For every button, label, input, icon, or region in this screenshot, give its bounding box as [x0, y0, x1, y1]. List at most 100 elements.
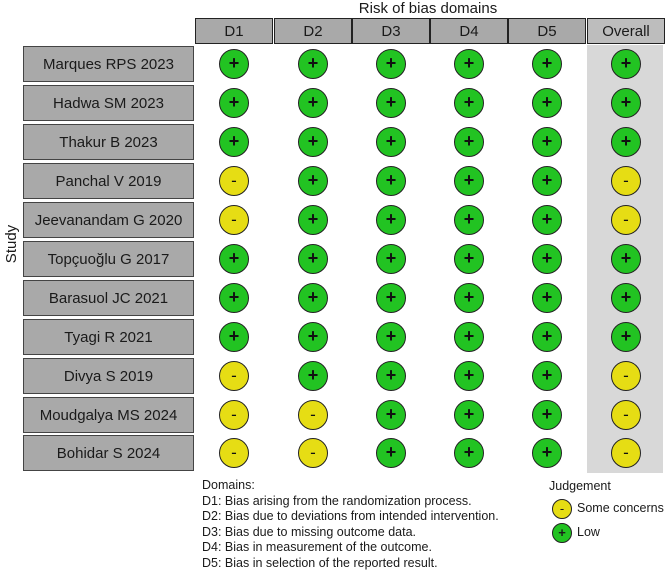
low-risk-marker: +	[454, 166, 484, 196]
low-risk-marker: +	[219, 283, 249, 313]
low-risk-marker: +	[532, 438, 562, 468]
study-label: Topçuoğlu G 2017	[23, 241, 194, 277]
column-gridline	[508, 45, 509, 473]
row-gridline	[195, 278, 586, 279]
some-concerns-marker: -	[611, 438, 641, 468]
some-concerns-marker: -	[611, 400, 641, 430]
low-risk-marker: +	[532, 244, 562, 274]
column-header-d5: D5	[508, 18, 586, 44]
low-risk-marker: +	[454, 400, 484, 430]
y-axis-label: Study	[3, 214, 21, 274]
some-concerns-marker: -	[219, 205, 249, 235]
low-risk-marker: +	[532, 322, 562, 352]
some-concerns-marker: -	[219, 166, 249, 196]
low-risk-marker: +	[376, 49, 406, 79]
column-header-overall: Overall	[587, 18, 665, 44]
column-gridline	[430, 45, 431, 473]
row-gridline	[195, 123, 586, 124]
low-risk-marker: +	[298, 361, 328, 391]
low-risk-marker: +	[611, 49, 641, 79]
column-gridline	[274, 45, 275, 473]
row-gridline	[195, 317, 586, 318]
low-risk-marker: +	[454, 283, 484, 313]
domain-d4-description: D4: Bias in measurement of the outcome.	[202, 540, 499, 556]
low-risk-marker: +	[532, 205, 562, 235]
low-risk-marker: +	[454, 438, 484, 468]
some-concerns-marker: -	[611, 166, 641, 196]
row-gridline	[195, 84, 586, 85]
low-risk-marker: +	[454, 322, 484, 352]
some-concerns-marker: -	[219, 400, 249, 430]
low-risk-marker: +	[454, 127, 484, 157]
low-risk-marker: +	[298, 166, 328, 196]
low-risk-marker: +	[532, 88, 562, 118]
domain-d3-description: D3: Bias due to missing outcome data.	[202, 525, 499, 541]
low-risk-marker: +	[454, 361, 484, 391]
low-risk-marker: +	[298, 283, 328, 313]
study-label: Thakur B 2023	[23, 124, 194, 160]
low-risk-marker: +	[532, 166, 562, 196]
domain-d2-description: D2: Bias due to deviations from intended…	[202, 509, 499, 525]
low-risk-marker: +	[376, 127, 406, 157]
some-concerns-marker: -	[219, 361, 249, 391]
some-concerns-marker: -	[611, 361, 641, 391]
some-concerns-marker: -	[611, 205, 641, 235]
low-risk-marker: +	[376, 283, 406, 313]
low-risk-marker: +	[219, 244, 249, 274]
low-risk-marker: +	[219, 322, 249, 352]
low-symbol: +	[552, 523, 572, 543]
column-header-d4: D4	[430, 18, 508, 44]
low-risk-marker: +	[532, 283, 562, 313]
low-risk-marker: +	[298, 244, 328, 274]
column-header-d2: D2	[274, 18, 352, 44]
low-risk-marker: +	[532, 127, 562, 157]
row-gridline	[195, 434, 586, 435]
domains-title: Domains:	[202, 478, 499, 494]
low-risk-marker: +	[219, 49, 249, 79]
domains-legend: Domains: D1: Bias arising from the rando…	[202, 478, 499, 571]
row-gridline	[195, 240, 586, 241]
low-risk-marker: +	[219, 127, 249, 157]
low-risk-marker: +	[298, 205, 328, 235]
column-header-d3: D3	[352, 18, 430, 44]
low-risk-marker: +	[454, 88, 484, 118]
low-risk-marker: +	[611, 127, 641, 157]
judgement-legend-title: Judgement	[549, 479, 611, 493]
low-risk-marker: +	[611, 88, 641, 118]
low-risk-marker: +	[454, 244, 484, 274]
study-label: Divya S 2019	[23, 358, 194, 394]
column-gridline	[352, 45, 353, 473]
low-risk-marker: +	[376, 166, 406, 196]
row-gridline	[195, 162, 586, 163]
low-risk-marker: +	[532, 49, 562, 79]
legend-label-some-concerns: Some concerns	[577, 501, 664, 515]
low-risk-marker: +	[376, 244, 406, 274]
row-gridline	[195, 201, 586, 202]
chart-title: Risk of bias domains	[190, 0, 666, 18]
low-risk-marker: +	[376, 361, 406, 391]
low-risk-marker: +	[454, 205, 484, 235]
some-concerns-marker: -	[298, 438, 328, 468]
low-risk-marker: +	[298, 322, 328, 352]
study-label: Marques RPS 2023	[23, 46, 194, 82]
low-risk-marker: +	[454, 49, 484, 79]
low-risk-marker: +	[376, 438, 406, 468]
some-concerns-marker: -	[298, 400, 328, 430]
some-concerns-symbol: -	[552, 499, 572, 519]
domain-d5-description: D5: Bias in selection of the reported re…	[202, 556, 499, 571]
low-risk-marker: +	[376, 88, 406, 118]
low-risk-marker: +	[376, 400, 406, 430]
study-label: Tyagi R 2021	[23, 319, 194, 355]
legend-label-low: Low	[577, 525, 600, 539]
low-risk-marker: +	[611, 244, 641, 274]
low-risk-marker: +	[298, 88, 328, 118]
low-risk-marker: +	[298, 127, 328, 157]
study-label: Hadwa SM 2023	[23, 85, 194, 121]
low-risk-marker: +	[219, 88, 249, 118]
low-risk-marker: +	[376, 205, 406, 235]
study-label: Jeevanandam G 2020	[23, 202, 194, 238]
low-risk-marker: +	[376, 322, 406, 352]
study-label: Panchal V 2019	[23, 163, 194, 199]
low-risk-marker: +	[611, 322, 641, 352]
